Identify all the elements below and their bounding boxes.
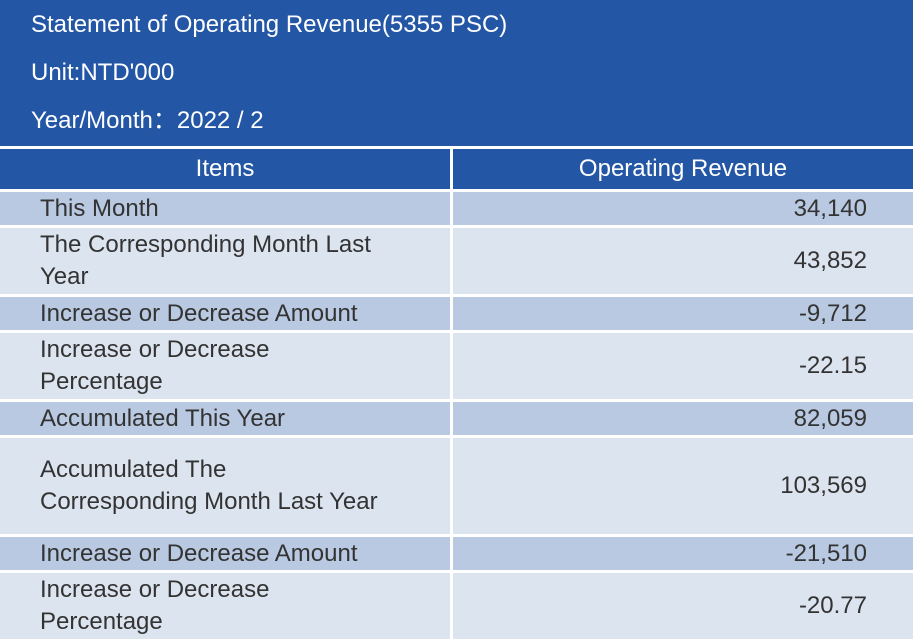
row-item-label: The Corresponding Month Last Year xyxy=(0,228,453,297)
row-item-label: Increase or Decrease Amount xyxy=(0,537,453,573)
table-header-row: Items Operating Revenue xyxy=(0,149,913,192)
table-row: Accumulated The Corresponding Month Last… xyxy=(0,438,913,537)
table-row: Increase or Decrease Percentage -22.15 xyxy=(0,333,913,402)
row-item-label: Increase or Decrease Percentage xyxy=(0,333,453,402)
column-header-operating-revenue: Operating Revenue xyxy=(453,149,913,192)
row-value: 103,569 xyxy=(453,438,913,537)
table-row: The Corresponding Month Last Year 43,852 xyxy=(0,228,913,297)
report-header: Statement of Operating Revenue(5355 PSC)… xyxy=(0,0,913,146)
table-row: Increase or Decrease Amount -9,712 xyxy=(0,297,913,333)
year-month-value: 2022 / 2 xyxy=(176,107,264,134)
table-row: Increase or Decrease Amount -21,510 xyxy=(0,537,913,573)
column-header-items: Items xyxy=(0,149,453,192)
report-title: Statement of Operating Revenue(5355 PSC) xyxy=(31,11,508,38)
row-value: -9,712 xyxy=(453,297,913,333)
row-item-label: This Month xyxy=(0,192,453,228)
year-month-label: Year/Month： xyxy=(31,107,177,134)
row-item-label: Accumulated This Year xyxy=(0,402,453,438)
row-item-label: Increase or Decrease Percentage xyxy=(0,573,453,642)
table-row: Accumulated This Year 82,059 xyxy=(0,402,913,438)
row-item-label: Accumulated The Corresponding Month Last… xyxy=(0,438,453,537)
revenue-table: Items Operating Revenue This Month 34,14… xyxy=(0,149,913,642)
row-value: 43,852 xyxy=(453,228,913,297)
year-month: Year/Month：2022 / 2 xyxy=(31,96,913,146)
row-value: 34,140 xyxy=(453,192,913,228)
row-value: 82,059 xyxy=(453,402,913,438)
table-row: Increase or Decrease Percentage -20.77 xyxy=(0,573,913,642)
row-item-label: Increase or Decrease Amount xyxy=(0,297,453,333)
table-row: This Month 34,140 xyxy=(0,192,913,228)
row-value: -20.77 xyxy=(453,573,913,642)
row-value: -21,510 xyxy=(453,537,913,573)
header-separator xyxy=(0,146,913,149)
row-value: -22.15 xyxy=(453,333,913,402)
unit-label: Unit:NTD'000 xyxy=(31,59,175,86)
